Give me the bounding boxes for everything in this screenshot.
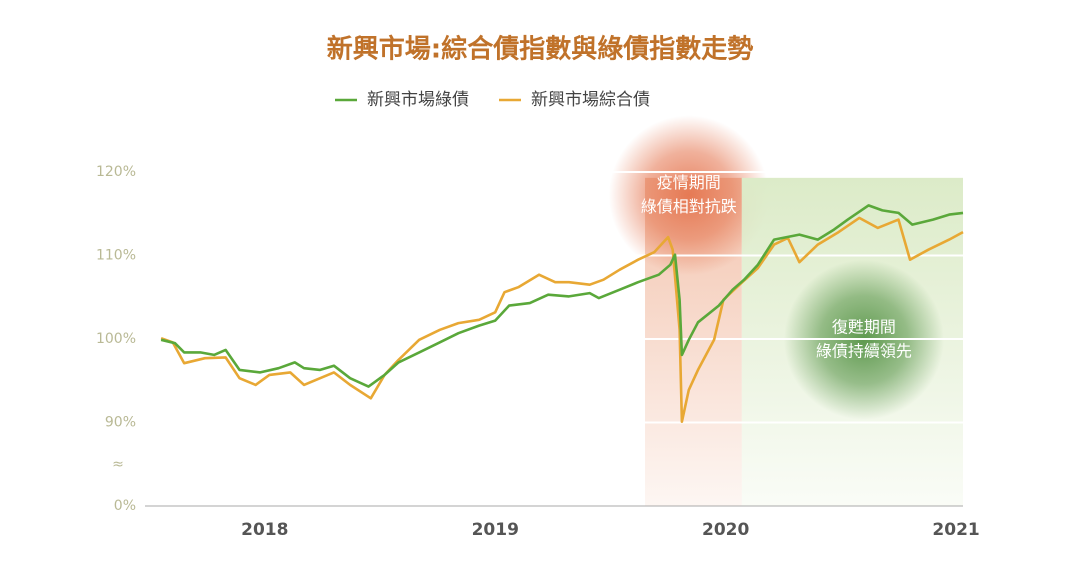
series-line — [160, 204, 964, 388]
series-line — [160, 216, 964, 423]
chart-title: 新興市場:綜合債指數與綠債指數走勢 — [327, 34, 753, 65]
x-tick-label: 2020 — [702, 520, 749, 540]
x-tick-label: 2021 — [932, 520, 979, 540]
legend-label: 新興市場綠債 — [367, 90, 469, 110]
annotation: 疫情期間 — [657, 173, 721, 192]
y-tick-label: 110% — [96, 248, 136, 264]
annotation: 復甦期間 — [832, 317, 896, 336]
y-break-symbol: ≈ — [112, 456, 124, 472]
x-tick-label: 2018 — [241, 520, 288, 540]
y-tick-label: 90% — [105, 415, 136, 431]
legend-label: 新興市場綜合債 — [531, 90, 650, 110]
annotation: 綠債相對抗跌 — [641, 197, 737, 216]
y-tick-label: 100% — [96, 331, 136, 347]
y-break-label: 0% — [114, 498, 136, 514]
x-tick-label: 2019 — [472, 520, 519, 540]
annotation: 綠債持續領先 — [816, 341, 912, 360]
region-glow — [608, 115, 769, 276]
y-tick-label: 120% — [96, 164, 136, 180]
